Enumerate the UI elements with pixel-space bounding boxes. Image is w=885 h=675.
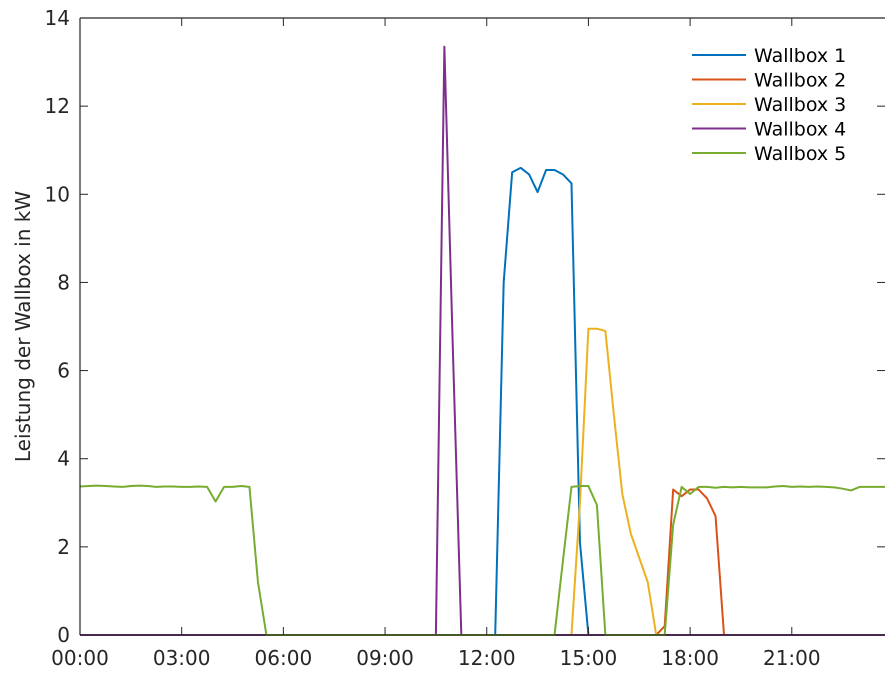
legend-label-wallbox-1: Wallbox 1 bbox=[754, 45, 846, 67]
x-tick-label: 06:00 bbox=[255, 646, 313, 670]
x-tick-label: 12:00 bbox=[458, 646, 516, 670]
plot-background bbox=[80, 18, 885, 635]
x-tick-label: 03:00 bbox=[153, 646, 211, 670]
x-tick-label: 00:00 bbox=[51, 646, 109, 670]
series-line-wallbox-3 bbox=[80, 327, 885, 636]
axes-layer: 0 2 4 6 8 10 12 14 00:00 03:00 06:00 09:00 12:00 15:0… bbox=[45, 6, 885, 670]
x-tick-label: 21:00 bbox=[763, 646, 821, 670]
legend-label-wallbox-4: Wallbox 4 bbox=[754, 119, 846, 141]
legend-label-wallbox-5: Wallbox 5 bbox=[754, 143, 846, 165]
y-tick-label: 10 bbox=[45, 182, 70, 206]
series-line-wallbox-1 bbox=[80, 166, 885, 636]
y-tick-label: 0 bbox=[57, 623, 70, 647]
x-tick-label: 15:00 bbox=[560, 646, 618, 670]
legend-label-wallbox-3: Wallbox 3 bbox=[754, 94, 846, 116]
y-tick-label: 2 bbox=[57, 535, 70, 559]
y-tick-label: 12 bbox=[45, 94, 70, 118]
x-tick-label: 18:00 bbox=[661, 646, 719, 670]
legend-label-wallbox-2: Wallbox 2 bbox=[754, 70, 846, 92]
series-line-wallbox-2 bbox=[80, 488, 885, 636]
y-tick-label: 4 bbox=[57, 447, 70, 471]
y-axis-label: Leistung der Wallbox in kW bbox=[11, 191, 35, 462]
x-tick-label: 09:00 bbox=[356, 646, 414, 670]
y-tick-label: 6 bbox=[57, 359, 70, 383]
y-tick-label: 14 bbox=[45, 6, 70, 30]
series-line-wallbox-5 bbox=[79, 484, 885, 636]
y-tick-label: 8 bbox=[57, 270, 70, 294]
plot-area bbox=[80, 18, 885, 635]
